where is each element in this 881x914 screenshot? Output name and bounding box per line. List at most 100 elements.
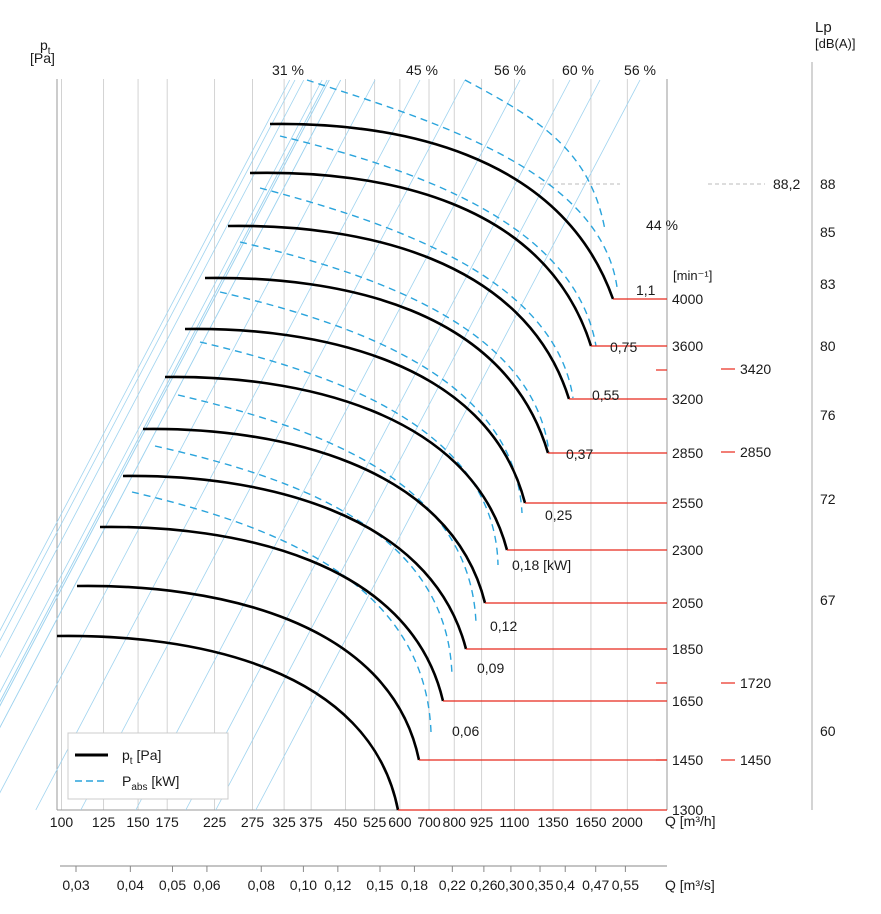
x-tick-label-m3s: 0,30 xyxy=(497,877,524,893)
power-curve xyxy=(464,79,606,231)
rpm-label: 3200 xyxy=(672,391,703,407)
pressure-curve xyxy=(249,171,593,347)
x-tick-label-m3s: 0,18 xyxy=(401,877,428,893)
x-axis-label-m3h: Q [m³/h] xyxy=(665,813,716,829)
x-tick-label-m3s: 0,05 xyxy=(159,877,186,893)
rpm-label: 1450 xyxy=(672,752,703,768)
power-curve xyxy=(239,241,550,454)
right-axis-label: Lp xyxy=(815,19,832,36)
rpm-label: 1850 xyxy=(672,641,703,657)
x-tick-label-m3h: 275 xyxy=(241,814,265,830)
legend-pt-label: pt [Pa] xyxy=(122,747,161,767)
rpm-header: [min⁻¹] xyxy=(673,268,712,283)
power-curves xyxy=(131,79,618,733)
efficiency-lines xyxy=(0,79,641,811)
power-label: 0,37 xyxy=(566,446,593,462)
power-curve xyxy=(306,79,618,288)
x-tick-label-m3s: 0,22 xyxy=(439,877,466,893)
extra-rpm-label: 1450 xyxy=(740,752,771,768)
efficiency-line xyxy=(0,79,328,703)
pressure-curve xyxy=(164,375,509,551)
power-label: 0,12 xyxy=(490,618,517,634)
efficiency-label: 56 % xyxy=(494,62,526,78)
x-tick-label-m3s: 0,15 xyxy=(366,877,393,893)
efficiency-label: 44 % xyxy=(646,217,678,233)
dba-tick-label: 67 xyxy=(820,592,836,608)
efficiency-line xyxy=(35,79,421,811)
x-tick-label-m3h: 150 xyxy=(126,814,150,830)
efficiency-line xyxy=(0,79,291,632)
x-tick-label-m3h: 600 xyxy=(388,814,412,830)
x-axis-label-m3s: Q [m³/s] xyxy=(665,877,715,893)
labels: 2500220019001700150013501200105095086078… xyxy=(50,62,836,893)
x-tick-label-m3h: 2000 xyxy=(612,814,643,830)
dba-tick-label: 72 xyxy=(820,491,836,507)
x-tick-label-m3h: 375 xyxy=(299,814,323,830)
x-tick-label-m3h: 175 xyxy=(155,814,179,830)
x-tick-label-m3h: 525 xyxy=(363,814,387,830)
rpm-marks xyxy=(398,298,735,811)
x-tick-label-m3h: 700 xyxy=(417,814,441,830)
rpm-label: 1300 xyxy=(672,802,703,818)
efficiency-line xyxy=(215,79,601,811)
y-axis-unit: [Pa] xyxy=(30,50,55,66)
rpm-label: 2300 xyxy=(672,542,703,558)
x-tick-label-m3h: 125 xyxy=(92,814,116,830)
grid xyxy=(56,62,813,872)
efficiency-line xyxy=(185,79,571,811)
x-tick-label-m3s: 0,06 xyxy=(193,877,220,893)
efficiency-line xyxy=(0,79,305,659)
efficiency-line xyxy=(255,79,641,811)
x-tick-label-m3s: 0,04 xyxy=(117,877,144,893)
dba-tick-label: 88 xyxy=(820,176,836,192)
power-curve xyxy=(199,341,499,566)
x-tick-label-m3s: 0,55 xyxy=(612,877,639,893)
power-label: 0,25 xyxy=(545,507,572,523)
efficiency-line xyxy=(0,79,296,642)
pressure-curve xyxy=(184,327,527,504)
power-label: 1,1 xyxy=(636,282,656,298)
power-curve xyxy=(131,491,432,733)
rpm-label: 2050 xyxy=(672,595,703,611)
efficiency-label: 31 % xyxy=(272,62,304,78)
efficiency-line xyxy=(0,79,341,729)
x-tick-label-m3s: 0,08 xyxy=(248,877,275,893)
x-tick-label-m3h: 325 xyxy=(272,814,296,830)
extra-rpm-label: 3420 xyxy=(740,361,771,377)
right-axis-unit: [dB(A)] xyxy=(815,36,855,51)
x-tick-label-m3s: 0,47 xyxy=(582,877,609,893)
rpm-label: 4000 xyxy=(672,291,703,307)
rpm-label: 2550 xyxy=(672,495,703,511)
pressure-curve xyxy=(76,584,421,761)
power-label: 0,55 xyxy=(592,387,619,403)
noise-marker-label: 88,2 xyxy=(773,176,800,192)
y-axis-label: pt xyxy=(40,37,51,57)
power-curve xyxy=(279,135,597,347)
legend-pabs-label: Pabs [kW] xyxy=(122,773,179,793)
power-label: 0,18 [kW] xyxy=(512,557,571,573)
x-tick-label-m3s: 0,4 xyxy=(556,877,576,893)
power-curve xyxy=(219,291,523,514)
x-tick-label-m3h: 100 xyxy=(50,814,74,830)
efficiency-line xyxy=(0,79,330,707)
efficiency-line xyxy=(0,79,323,693)
power-curve xyxy=(259,187,574,399)
efficiency-line xyxy=(0,79,330,707)
dba-tick-label: 85 xyxy=(820,224,836,240)
pressure-curve xyxy=(99,525,445,702)
pressure-curve xyxy=(122,474,468,650)
efficiency-label: 56 % xyxy=(624,62,656,78)
efficiency-label: 45 % xyxy=(406,62,438,78)
pressure-curve xyxy=(142,427,487,604)
extra-rpm-label: 1720 xyxy=(740,675,771,691)
legend-box xyxy=(67,732,229,800)
x-tick-label-m3s: 0,26 xyxy=(470,877,497,893)
pressure-curve xyxy=(204,276,550,454)
power-curve xyxy=(177,394,477,624)
power-label: 0,06 xyxy=(452,723,479,739)
x-tick-label-m3s: 0,03 xyxy=(62,877,89,893)
x-tick-label-m3h: 225 xyxy=(203,814,227,830)
efficiency-label: 60 % xyxy=(562,62,594,78)
x-tick-label-m3h: 450 xyxy=(334,814,358,830)
